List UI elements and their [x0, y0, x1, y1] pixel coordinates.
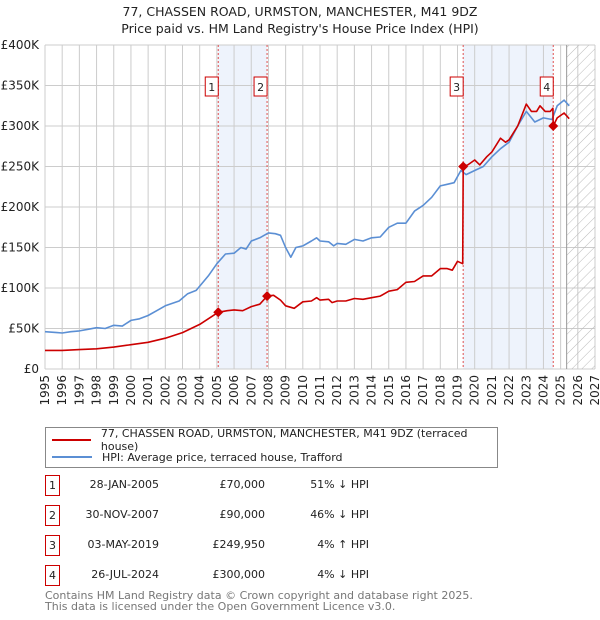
sale-label-2: 2 — [253, 76, 268, 97]
x-tick-label: 2019 — [451, 375, 465, 406]
price-paid-line — [45, 103, 570, 352]
x-tick-label: 2015 — [382, 375, 396, 406]
x-tick-label: 2022 — [502, 375, 516, 406]
y-tick-label: £350K — [1, 79, 41, 93]
x-tick-label: 2005 — [210, 375, 224, 406]
transaction-marker: 1 — [45, 475, 60, 496]
x-tick-label: 2001 — [141, 375, 155, 406]
sale-label-number: 1 — [208, 81, 215, 94]
x-tick-label: 2024 — [536, 375, 550, 406]
x-tick-label: 2000 — [124, 375, 138, 406]
transaction-hpi-diff: 51% ↓ HPI — [310, 478, 369, 491]
transaction-price: £300,000 — [212, 568, 266, 581]
chart-svg: £0 £50K £100K £150K £200K £250K £300K £350K £400… — [1, 38, 600, 406]
x-tick-label: 2020 — [468, 375, 482, 406]
transaction-marker: 3 — [45, 535, 60, 556]
transaction-row: 4 26-JUL-2024 £300,000 4% ↓ HPI — [45, 565, 385, 586]
y-tick-label: £150K — [1, 241, 41, 255]
sale-label-box — [253, 76, 268, 97]
x-tick-label: 2021 — [485, 375, 499, 406]
x-tick-label: 1995 — [38, 375, 52, 406]
y-tick-label: £200K — [1, 200, 41, 214]
transaction-date: 30-NOV-2007 — [85, 508, 159, 521]
sale-label-number: 4 — [543, 81, 550, 94]
x-tick-label: 2008 — [261, 375, 275, 406]
x-tick-label: 2018 — [433, 375, 447, 406]
legend-item-price: 77, CHASSEN ROAD, URMSTON, MANCHESTER, M… — [52, 427, 497, 453]
x-tick-label: 2014 — [365, 375, 379, 406]
y-tick-label: £400K — [1, 38, 41, 52]
x-tick-label: 2016 — [399, 375, 413, 406]
sale-label-box — [449, 76, 464, 97]
transaction-price: £249,950 — [212, 538, 266, 551]
x-tick-label: 2017 — [416, 375, 430, 406]
x-tick-label: 2010 — [296, 375, 310, 406]
x-tick-label: 2027 — [588, 375, 600, 406]
sale-label-1: 1 — [204, 76, 219, 97]
transaction-row: 1 28-JAN-2005 £70,000 51% ↓ HPI — [45, 475, 385, 496]
hpi-line — [44, 99, 570, 334]
forecast-hatch — [566, 45, 595, 369]
legend-label-hpi: HPI: Average price, terraced house, Traf… — [102, 450, 343, 464]
transaction-price: £90,000 — [219, 508, 266, 521]
x-tick-label: 2004 — [193, 375, 207, 406]
sale-label-box — [539, 76, 554, 97]
y-tick-label: £50K — [8, 322, 40, 336]
x-tick-label: 2023 — [519, 375, 533, 406]
legend-item-hpi: HPI: Average price, terraced house, Traf… — [52, 449, 343, 465]
transaction-hpi-diff: 4% ↑ HPI — [317, 538, 369, 551]
transaction-row: 2 30-NOV-2007 £90,000 46% ↓ HPI — [45, 505, 385, 526]
x-tick-label: 2025 — [554, 375, 568, 406]
transaction-marker: 4 — [45, 565, 60, 586]
transaction-hpi-diff: 46% ↓ HPI — [310, 508, 369, 521]
footer-licence: This data is licensed under the Open Gov… — [45, 600, 396, 613]
transaction-date: 03-MAY-2019 — [87, 538, 159, 551]
x-tick-label: 1997 — [72, 375, 86, 406]
y-tick-label: £300K — [1, 119, 41, 133]
transaction-row: 3 03-MAY-2019 £249,950 4% ↑ HPI — [45, 535, 385, 556]
transaction-date: 26-JUL-2024 — [91, 568, 159, 581]
y-tick-label: £0 — [24, 362, 39, 376]
legend-swatch-hpi — [52, 456, 92, 458]
sale-point-marker — [213, 307, 224, 318]
transaction-price: £70,000 — [219, 478, 266, 491]
sale-point-marker — [262, 291, 273, 302]
x-tick-label: 2003 — [176, 375, 190, 406]
legend-label-price: 77, CHASSEN ROAD, URMSTON, MANCHESTER, M… — [100, 427, 468, 453]
x-tick-label: 2012 — [330, 375, 344, 406]
sale-label-number: 2 — [257, 81, 264, 94]
legend: 77, CHASSEN ROAD, URMSTON, MANCHESTER, M… — [45, 427, 498, 468]
transaction-date: 28-JAN-2005 — [89, 478, 159, 491]
x-tick-label: 2011 — [313, 375, 327, 406]
x-tick-label: 2009 — [279, 375, 293, 406]
y-tick-label: £250K — [1, 160, 41, 174]
sale-label-box — [204, 76, 219, 97]
transaction-hpi-diff: 4% ↓ HPI — [317, 568, 369, 581]
sale-label-number: 3 — [453, 81, 460, 94]
sale-point-marker — [548, 121, 559, 131]
chart-subtitle: Price paid vs. HM Land Registry's House … — [121, 21, 479, 36]
sale-label-4: 4 — [539, 76, 554, 97]
footer-copyright: Contains HM Land Registry data © Crown c… — [45, 589, 473, 602]
x-tick-label: 1998 — [90, 375, 104, 406]
x-tick-label: 2002 — [158, 375, 172, 406]
y-tick-label: £100K — [1, 281, 41, 295]
chart-title: 77, CHASSEN ROAD, URMSTON, MANCHESTER, M… — [122, 4, 478, 19]
x-tick-label: 2007 — [244, 375, 258, 406]
x-tick-label: 2013 — [347, 375, 361, 406]
x-tick-label: 1996 — [55, 375, 69, 406]
x-tick-label: 1999 — [107, 375, 121, 406]
x-tick-label: 2026 — [571, 375, 585, 406]
transaction-marker: 2 — [45, 505, 60, 526]
x-tick-label: 2006 — [227, 375, 241, 406]
legend-swatch-price — [52, 439, 91, 441]
sale-label-3: 3 — [449, 76, 464, 97]
sale-point-marker — [458, 161, 469, 172]
